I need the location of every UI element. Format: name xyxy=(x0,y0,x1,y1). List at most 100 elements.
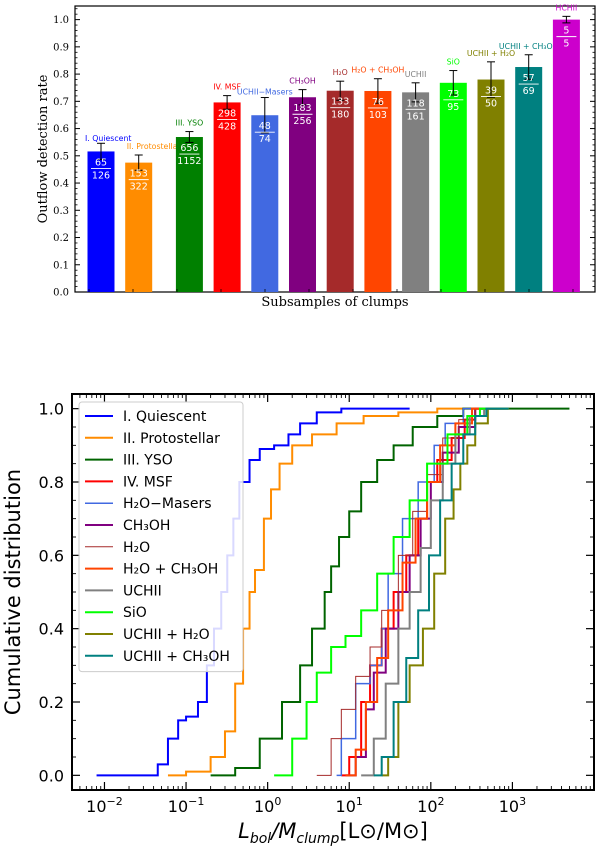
bar-fraction-denominator: 95 xyxy=(447,102,459,113)
bar-category-label: SiO xyxy=(447,58,460,67)
cdf-x-tick-base: 10 xyxy=(86,797,106,816)
bar xyxy=(251,115,279,292)
cdf-x-tick-label: 103 xyxy=(499,795,526,816)
cdf-series-line xyxy=(345,407,500,777)
bar-chart-panel: 0.0 0.1 0.2 0.3 0.4 0.5 0.6 0.7 0.8 0.9 1.0 65 126 I… xyxy=(36,3,596,310)
bar xyxy=(439,82,467,292)
cdf-series-line xyxy=(167,407,485,777)
bar-y-tick-label: 0.1 xyxy=(53,260,69,271)
cdf-series-line xyxy=(336,407,495,777)
bar-y-tick-label: 1.0 xyxy=(53,15,69,26)
bar-y-tick-label: 0.7 xyxy=(53,97,69,108)
bar xyxy=(326,90,354,292)
cdf-legend-label: UCHII xyxy=(123,583,162,599)
bar xyxy=(175,137,203,292)
cdf-x-tick-exponent: 3 xyxy=(519,795,526,808)
cdf-series-line xyxy=(361,407,505,777)
cdf-chart-legend: I. Quiescent II. Protostellar III. YSO IV. … xyxy=(78,401,244,673)
bar-category-label: II. Protostellar xyxy=(127,142,182,151)
bar-category-label: HCHII xyxy=(556,3,578,12)
cdf-y-tick-label: 0.0 xyxy=(39,766,64,785)
bar-fraction-denominator: 428 xyxy=(218,121,236,132)
cdf-legend-label: I. Quiescent xyxy=(123,409,207,425)
bar-fraction-numerator: 65 xyxy=(95,157,107,168)
bar-fraction-numerator: 5 xyxy=(563,26,569,37)
bar-fraction-numerator: 118 xyxy=(407,98,425,109)
bar-fraction-denominator: 126 xyxy=(92,170,110,181)
bar-category-label: UCHII + H₂O xyxy=(467,49,515,58)
bar-category-label: H₂O + CH₃OH xyxy=(351,66,404,75)
cdf-x-tick-exponent: −1 xyxy=(188,795,204,808)
bar-chart-x-axis-label: Subsamples of clumps xyxy=(261,295,408,310)
cdf-legend-label: CH₃OH xyxy=(123,518,170,534)
cdf-x-tick-label: 101 xyxy=(336,795,363,816)
cdf-legend-box xyxy=(78,401,244,673)
bar xyxy=(364,90,392,293)
bar xyxy=(125,162,153,292)
bar-fraction-numerator: 298 xyxy=(218,108,236,119)
bar-fraction-numerator: 39 xyxy=(485,86,497,97)
bar-fraction-denominator: 74 xyxy=(259,134,271,145)
bar-fraction-numerator: 183 xyxy=(293,103,311,114)
bar-y-tick-label: 0.3 xyxy=(53,206,69,217)
cdf-x-tick-label: 100 xyxy=(254,795,281,816)
cdf-x-tick-base: 10 xyxy=(254,797,274,816)
x-label-l-sub: bol xyxy=(250,831,271,847)
bar-y-tick-label: 0.9 xyxy=(53,42,69,53)
cdf-chart-x-ticks: 10−2 10−1 100 101 102 103 xyxy=(71,394,595,816)
cdf-legend-label: III. YSO xyxy=(123,453,173,469)
bar xyxy=(477,79,505,293)
bar-fraction-numerator: 73 xyxy=(447,89,459,100)
bar-category-label: H₂O xyxy=(333,68,348,77)
bar-fraction-denominator: 69 xyxy=(523,86,535,97)
cdf-chart-x-axis-label: Lbol/Mclump[L⊙/M⊙] xyxy=(238,819,428,847)
bar-category-label: CH₃OH xyxy=(289,77,316,86)
cdf-y-tick-label: 0.8 xyxy=(39,473,64,492)
cdf-x-tick-exponent: 1 xyxy=(356,795,363,808)
cdf-legend-label: UCHII + CH₃OH xyxy=(123,649,230,665)
cdf-y-tick-label: 0.2 xyxy=(39,693,64,712)
x-label-slash-m: /M xyxy=(269,819,296,843)
cdf-y-tick-label: 0.4 xyxy=(39,620,64,639)
cdf-chart-lines xyxy=(96,407,570,777)
bar-category-label: IV. MSF xyxy=(213,83,241,92)
cdf-x-tick-base: 10 xyxy=(499,797,519,816)
cdf-legend-label: H₂O−Masers xyxy=(123,496,212,512)
bar-chart-y-axis-label: Outflow detection rate xyxy=(36,74,51,223)
bar-fraction-denominator: 1152 xyxy=(177,156,201,167)
bar-y-tick-label: 0.2 xyxy=(53,233,69,244)
cdf-x-tick-label: 10−1 xyxy=(168,795,205,816)
cdf-x-tick-label: 102 xyxy=(417,795,444,816)
bar xyxy=(213,102,241,293)
bar-fraction-denominator: 180 xyxy=(331,110,349,121)
cdf-series-line xyxy=(381,407,509,777)
bar-fraction-denominator: 161 xyxy=(407,111,425,122)
bar-y-tick-label: 0.5 xyxy=(53,151,69,162)
bar-fraction-numerator: 57 xyxy=(523,73,535,84)
cdf-chart-y-axis-label: Cumulative distribution xyxy=(1,469,25,715)
bar-fraction-denominator: 322 xyxy=(130,182,148,193)
cdf-series-line xyxy=(274,407,509,777)
x-label-m-sub: clump xyxy=(296,831,339,847)
bar-fraction-denominator: 103 xyxy=(369,110,387,121)
cdf-chart-panel: 0.00.20.40.60.81.0 10−2 10−1 100 101 102 103 … xyxy=(1,393,595,847)
cdf-x-tick-exponent: −2 xyxy=(107,795,123,808)
cdf-y-tick-label: 0.6 xyxy=(39,546,64,565)
bar xyxy=(289,97,316,292)
bar-category-label: UCHII + CH₃OH xyxy=(499,42,559,51)
cdf-x-tick-base: 10 xyxy=(417,797,437,816)
bar-category-label: III. YSO xyxy=(176,119,204,128)
bar-fraction-numerator: 76 xyxy=(372,97,384,108)
cdf-x-tick-label: 10−2 xyxy=(86,795,123,816)
bar-fraction-denominator: 256 xyxy=(293,116,311,127)
bar-fraction-denominator: 50 xyxy=(485,99,497,110)
bar-fraction-numerator: 656 xyxy=(180,143,198,154)
bar xyxy=(552,19,580,292)
bar xyxy=(402,92,430,293)
cdf-legend-label: H₂O xyxy=(123,540,150,556)
cdf-legend-label: H₂O + CH₃OH xyxy=(123,562,218,578)
bar-y-tick-label: 0.6 xyxy=(53,124,69,135)
cdf-series-line xyxy=(373,407,509,777)
bar xyxy=(515,67,543,292)
